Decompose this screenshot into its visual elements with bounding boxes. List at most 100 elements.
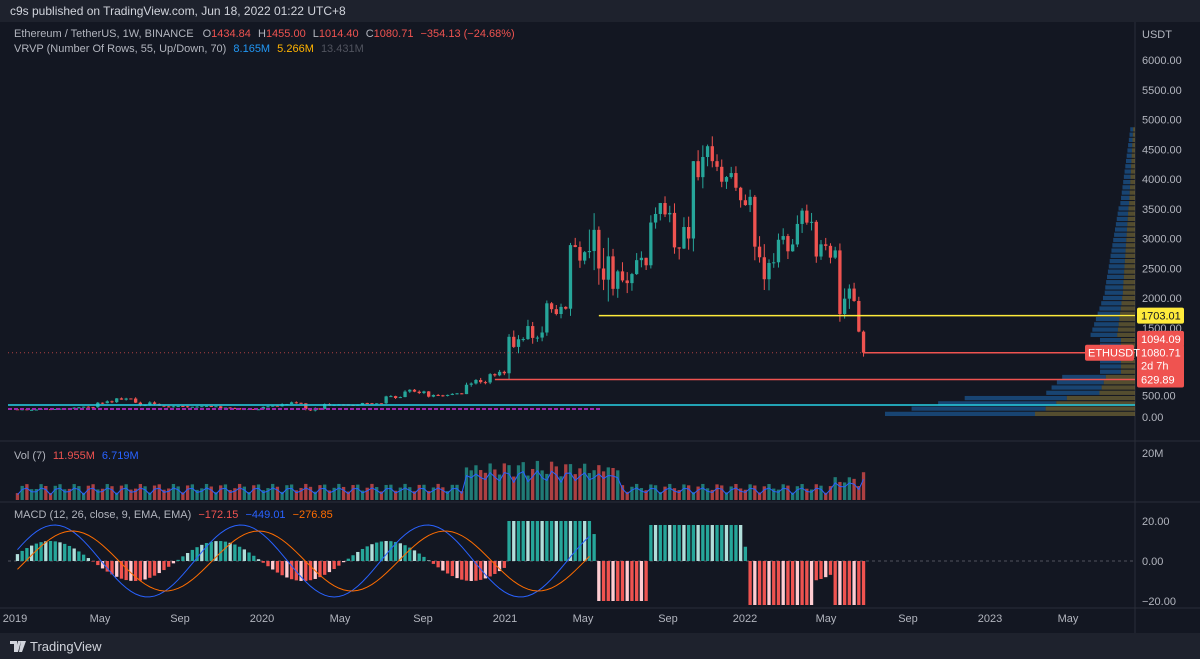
vp-row-up [1125, 164, 1132, 169]
candle-body [152, 402, 157, 404]
vp-row-up [1097, 311, 1121, 316]
volume-bar [687, 485, 691, 500]
candle-body [469, 383, 473, 385]
volume-bar [554, 466, 558, 500]
vp-row-up [1123, 179, 1131, 185]
candle-body [252, 409, 256, 411]
candle-body [91, 407, 95, 409]
high-label: H [257, 28, 266, 40]
macd-histogram-bar [360, 548, 365, 561]
mark-price-tag-text: 1094.09 [1141, 334, 1181, 346]
price-tick-label: 0.00 [1142, 412, 1163, 424]
vp-row-up [1129, 132, 1133, 137]
candle-body [705, 146, 710, 158]
candle-body [658, 203, 662, 214]
vp-row-up [1126, 153, 1132, 158]
volume-bar [772, 488, 776, 500]
volume-bar [464, 467, 469, 500]
macd-histogram-bar [516, 521, 521, 561]
macd-histogram-bar [370, 544, 374, 561]
candle-body [162, 405, 166, 407]
chart-bg [0, 22, 1200, 633]
volume-bar [720, 485, 724, 500]
volume-bar [384, 484, 388, 500]
volume-bar [441, 487, 445, 500]
price-tick-label: 5000.00 [1142, 115, 1182, 127]
level-tag-yellow-bg [1137, 307, 1184, 324]
vp-row-up [1102, 295, 1123, 301]
candle-body [256, 409, 261, 411]
candle-body [436, 394, 440, 396]
macd-histogram-bar [734, 525, 738, 561]
volume-bar [190, 484, 194, 500]
macd-histogram-bar [705, 525, 710, 561]
time-tick-label: May [90, 613, 111, 625]
vol-ma: 6.719M [101, 450, 139, 462]
macd-histogram-bar [677, 525, 681, 561]
volume-bar [705, 488, 710, 500]
volume-bar [587, 473, 592, 500]
candle-body [209, 405, 213, 407]
candle-body [838, 250, 842, 314]
volume-bar [152, 485, 157, 500]
volume-bar [644, 490, 648, 500]
vp-row-up [1107, 269, 1125, 274]
vp-row-down [1120, 311, 1135, 316]
macd-histogram-bar [271, 561, 275, 570]
volume-bar [502, 463, 506, 500]
macd-title: MACD (12, 26, close, 9, EMA, EMA) [14, 509, 192, 521]
volume-bar [493, 469, 497, 500]
volume-bar [776, 489, 781, 500]
volume-bar [204, 483, 209, 500]
volume-bar [734, 483, 738, 500]
vp-row-up [1100, 364, 1121, 369]
volume-bar [133, 488, 138, 500]
candle-body [554, 309, 558, 315]
volume-bar [691, 492, 696, 500]
vp-row-up [1104, 290, 1123, 295]
volume-bar [526, 475, 530, 500]
macd-histogram-bar [48, 541, 53, 561]
price-tick-label: 3000.00 [1142, 234, 1182, 246]
vp-row-down [1035, 411, 1135, 416]
candle-body [753, 196, 757, 247]
macd-histogram-bar [209, 541, 213, 561]
volume-bar [696, 486, 700, 500]
volume-bar [252, 485, 256, 500]
volume-bar [597, 465, 601, 500]
candle-body [549, 303, 554, 310]
vrvp-legend: VRVP (Number Of Rows, 55, Up/Down, 70) 8… [14, 43, 364, 55]
candle-body [573, 245, 577, 248]
candle-body [403, 391, 407, 398]
volume-bar [445, 491, 450, 500]
tradingview-logo[interactable]: TradingView [10, 639, 102, 654]
vp-row-up [1114, 227, 1127, 232]
volume-bar [271, 483, 275, 500]
macd-histogram-bar [20, 550, 24, 561]
candle-body [379, 403, 384, 405]
candle-body [365, 402, 369, 404]
candle-body [464, 384, 469, 395]
volume-bar [44, 485, 48, 500]
vp-row-up [1051, 385, 1102, 390]
vp-row-down [1124, 269, 1135, 274]
vp-row-down [1121, 359, 1135, 364]
volume-bar [564, 464, 568, 500]
vp-row-up [1062, 374, 1106, 380]
macd-histogram-bar [625, 561, 629, 601]
volume-bar [512, 476, 516, 500]
candle-body [625, 280, 629, 284]
macd-histogram-bar [493, 561, 497, 574]
candle-body [389, 396, 393, 398]
macd-histogram-bar [67, 545, 72, 561]
volume-bar [266, 488, 270, 500]
macd-histogram-bar [81, 554, 86, 561]
vp-row-up [1105, 285, 1124, 290]
macd-histogram-bar [190, 549, 194, 561]
macd-histogram-bar [204, 543, 209, 561]
macd-histogram-bar [663, 525, 667, 561]
volume-bar [672, 488, 677, 500]
volume-bar [455, 484, 459, 500]
